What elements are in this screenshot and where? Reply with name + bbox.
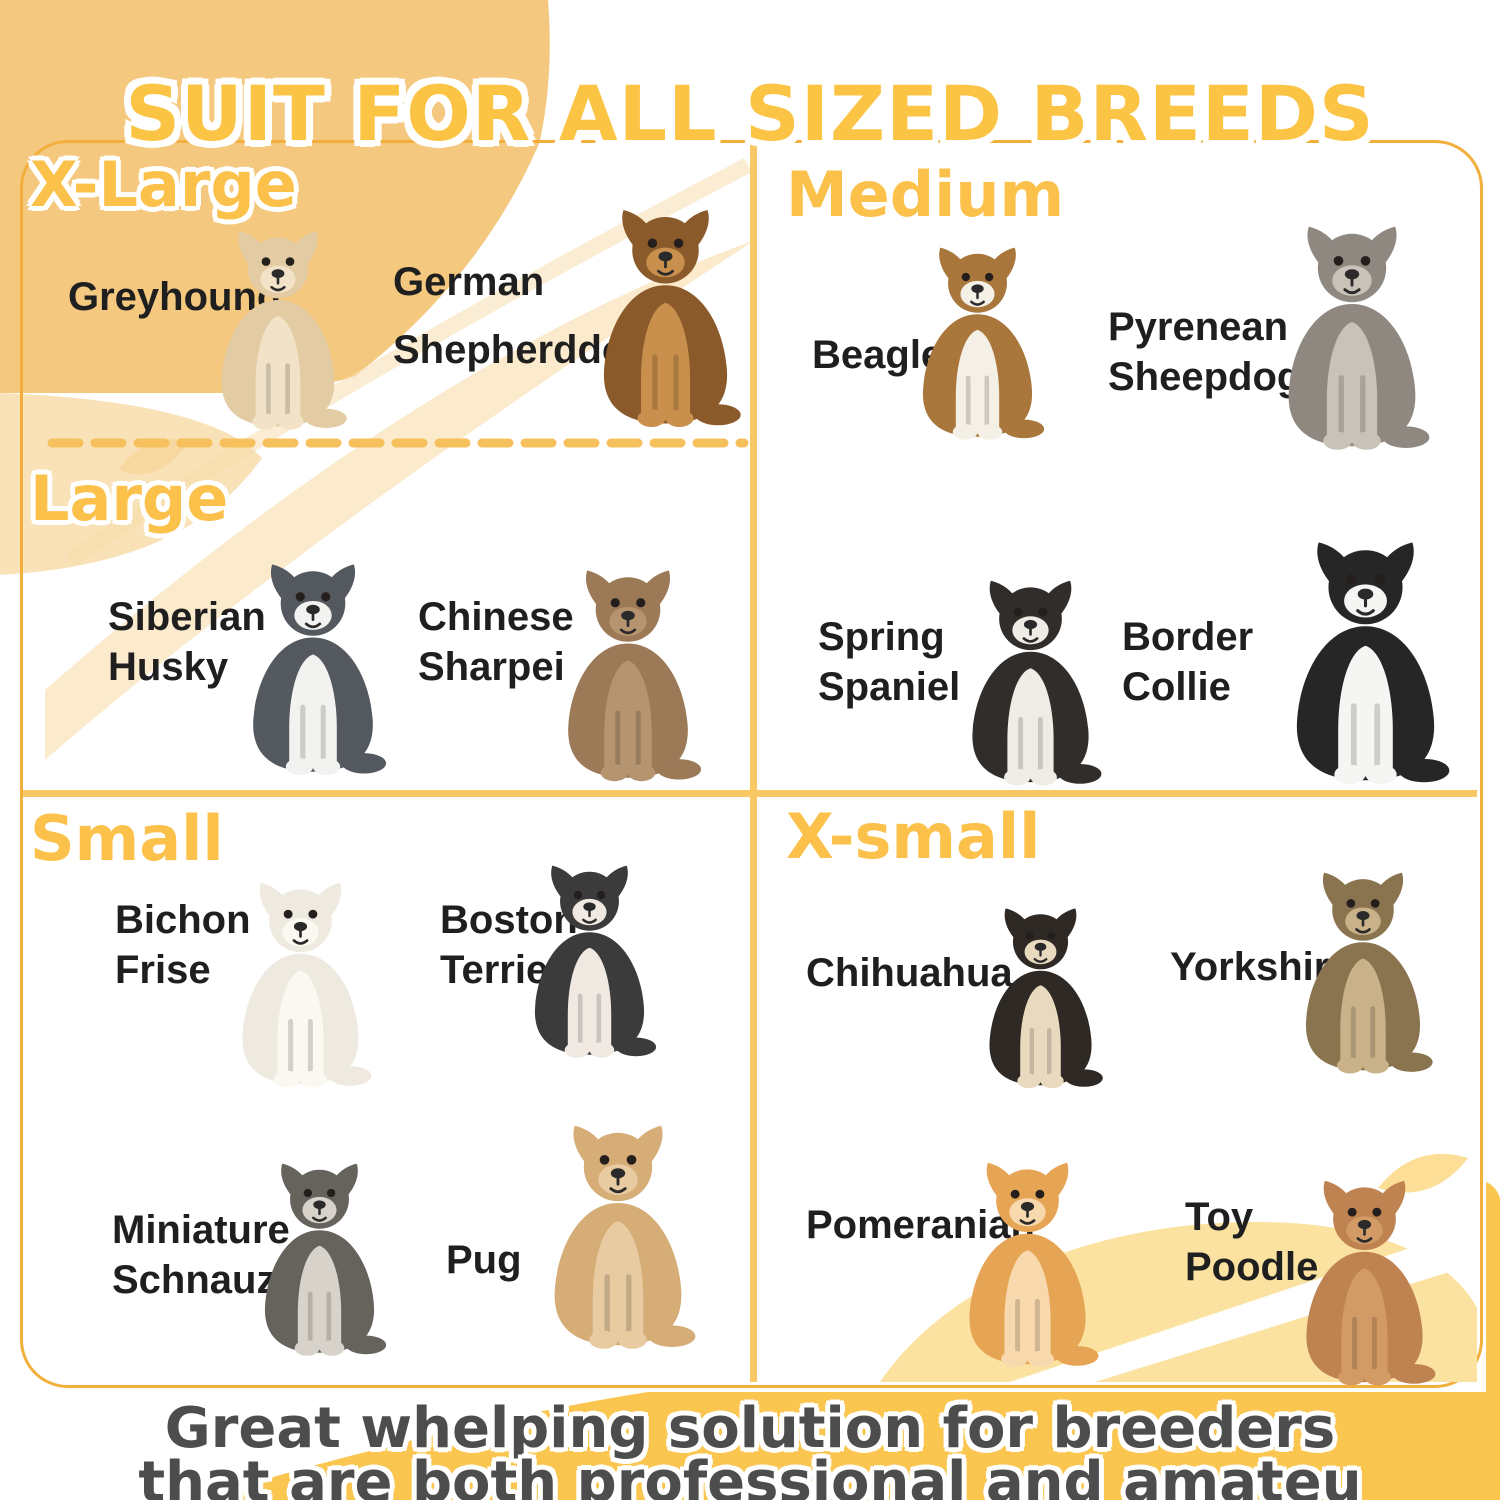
breed-label-line: Beagle	[812, 333, 944, 377]
size-heading-large: Large	[30, 462, 229, 535]
dog-photo-yorkshire	[1282, 815, 1444, 1080]
dog-photo-pyrenean-sheepdog	[1262, 192, 1442, 457]
dog-photo-bichon-frise	[218, 802, 383, 1094]
breed-label-line: Collie	[1122, 665, 1231, 709]
dog-photo-chinese-sharpei	[543, 486, 713, 788]
breed-label-line: Pyrenean	[1108, 305, 1289, 349]
dog-photo-greyhound	[198, 168, 358, 436]
breed-label-line: Sheepdog	[1108, 355, 1302, 399]
dog-photo-border-collie	[1268, 518, 1463, 792]
dog-photo-pomeranian	[945, 1086, 1110, 1374]
breed-label-line: Miniature	[112, 1208, 290, 1252]
breed-label-chihuahua: Chihuahua	[806, 948, 1013, 998]
breed-label-border-collie: Border Collie	[1122, 612, 1253, 712]
dog-photo-miniature-schnauzer	[242, 1092, 397, 1362]
breed-label-bichon-frise: Bichon Frise	[115, 895, 251, 995]
breed-label-line: Bichon	[115, 898, 251, 942]
dog-photo-boston-terrier	[512, 810, 667, 1064]
breed-grid-panel	[20, 140, 1483, 1388]
breed-label-line: Border	[1122, 615, 1254, 659]
dog-photo-siberian-husky	[228, 472, 398, 782]
size-heading-small: Small	[30, 802, 224, 875]
breed-label-boston-terrier: Boston Terrier	[440, 895, 578, 995]
footer-line-2: that are both professional and amateu	[138, 1450, 1362, 1500]
size-heading-x-small: X-small	[786, 800, 1041, 873]
dog-photo-pug	[528, 1102, 708, 1356]
dog-photo-beagle	[900, 198, 1055, 446]
page-title: SUIT FOR ALL SIZED BREEDS	[125, 68, 1375, 158]
breed-label-line: Chihuahua	[806, 951, 1013, 995]
dog-photo-spring-spaniel	[948, 512, 1113, 792]
breed-label-line: Boston	[440, 898, 578, 942]
size-heading-medium: Medium	[786, 158, 1065, 231]
breed-label-beagle: Beagle	[812, 330, 943, 380]
breed-label-pug: Pug	[446, 1235, 522, 1285]
breed-label-line: Frise	[115, 948, 211, 992]
breed-label-line: Spring	[818, 615, 945, 659]
breed-label-pyrenean-sheepdog: Pyrenean Sheepdog	[1108, 302, 1301, 402]
dog-photo-chihuahua	[968, 806, 1113, 1094]
breed-label-spring-spaniel: Spring Spaniel	[818, 612, 960, 712]
dog-photo-german-shepherddog	[578, 152, 753, 434]
breed-label-line: Spaniel	[818, 665, 961, 709]
breed-label-line: Pug	[446, 1238, 522, 1282]
dog-photo-toy-poodle	[1282, 1096, 1447, 1392]
yellow-band-right-sliver	[1486, 1182, 1500, 1392]
